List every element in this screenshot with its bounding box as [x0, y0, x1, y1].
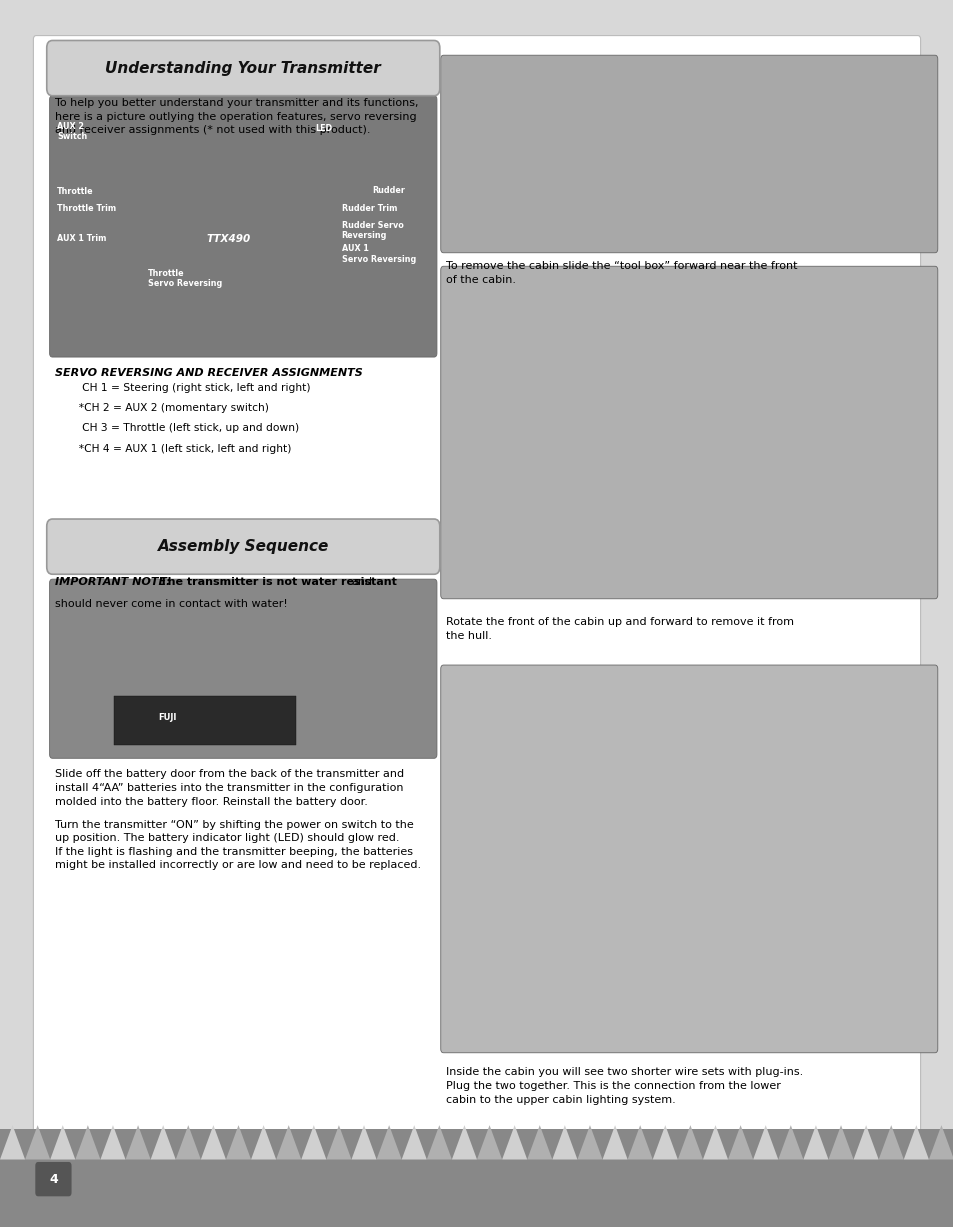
Text: Turn the transmitter “ON” by shifting the power on switch to the
up position. Th: Turn the transmitter “ON” by shifting th… — [55, 820, 421, 870]
Text: CH 1 = Steering (right stick, left and right): CH 1 = Steering (right stick, left and r… — [71, 383, 310, 393]
Polygon shape — [627, 1125, 652, 1160]
Text: Inside the cabin you will see two shorter wire sets with plug-ins.
Plug the two : Inside the cabin you will see two shorte… — [445, 1067, 801, 1104]
FancyBboxPatch shape — [440, 665, 937, 1053]
Polygon shape — [476, 1125, 501, 1160]
Polygon shape — [902, 1125, 928, 1160]
Polygon shape — [802, 1125, 827, 1160]
Text: AUX 1
Servo Reversing: AUX 1 Servo Reversing — [341, 244, 416, 264]
Polygon shape — [577, 1125, 602, 1160]
Text: AUX 2
Switch: AUX 2 Switch — [57, 121, 88, 141]
Text: Rudder Servo
Reversing: Rudder Servo Reversing — [341, 221, 403, 240]
Polygon shape — [426, 1125, 452, 1160]
FancyBboxPatch shape — [33, 36, 920, 1172]
Text: CH 3 = Throttle (left stick, up and down): CH 3 = Throttle (left stick, up and down… — [71, 423, 298, 433]
Polygon shape — [878, 1125, 902, 1160]
FancyBboxPatch shape — [440, 266, 937, 599]
Polygon shape — [126, 1125, 151, 1160]
Text: Rotate the front of the cabin up and forward to remove it from
the hull.: Rotate the front of the cabin up and for… — [445, 617, 793, 640]
Polygon shape — [226, 1125, 251, 1160]
Polygon shape — [25, 1125, 51, 1160]
Polygon shape — [678, 1125, 702, 1160]
FancyBboxPatch shape — [50, 96, 436, 357]
Text: Rudder: Rudder — [372, 185, 404, 195]
Text: Rudder Trim: Rudder Trim — [341, 204, 396, 213]
Text: Assembly Sequence: Assembly Sequence — [157, 539, 329, 555]
Text: *CH 2 = AUX 2 (momentary switch): *CH 2 = AUX 2 (momentary switch) — [71, 404, 268, 413]
Text: Slide off the battery door from the back of the transmitter and
install 4“AA” ba: Slide off the battery door from the back… — [55, 769, 404, 806]
Polygon shape — [351, 1125, 376, 1160]
Polygon shape — [853, 1125, 878, 1160]
Polygon shape — [326, 1125, 351, 1160]
Bar — [0, 1129, 953, 1227]
FancyBboxPatch shape — [440, 55, 937, 253]
Text: *CH 4 = AUX 1 (left stick, left and right): *CH 4 = AUX 1 (left stick, left and righ… — [71, 444, 291, 454]
Polygon shape — [301, 1125, 326, 1160]
Text: TTX490: TTX490 — [207, 234, 251, 244]
Polygon shape — [175, 1125, 201, 1160]
FancyBboxPatch shape — [47, 519, 439, 574]
Polygon shape — [552, 1125, 577, 1160]
Polygon shape — [75, 1125, 100, 1160]
Polygon shape — [51, 1125, 75, 1160]
Text: Throttle Trim: Throttle Trim — [57, 204, 116, 213]
Text: and: and — [351, 577, 372, 587]
Text: LED: LED — [314, 124, 332, 134]
Polygon shape — [100, 1125, 126, 1160]
Polygon shape — [151, 1125, 175, 1160]
Polygon shape — [827, 1125, 853, 1160]
Polygon shape — [752, 1125, 778, 1160]
Polygon shape — [501, 1125, 527, 1160]
Text: should never come in contact with water!: should never come in contact with water! — [55, 599, 288, 609]
FancyBboxPatch shape — [50, 579, 436, 758]
Bar — [114, 696, 295, 745]
Text: 4: 4 — [49, 1173, 58, 1185]
Polygon shape — [452, 1125, 476, 1160]
Text: IMPORTANT NOTE:: IMPORTANT NOTE: — [55, 577, 171, 587]
Polygon shape — [251, 1125, 275, 1160]
Polygon shape — [652, 1125, 678, 1160]
Text: The transmitter is not water resistant: The transmitter is not water resistant — [155, 577, 395, 587]
Polygon shape — [275, 1125, 301, 1160]
Text: Throttle
Servo Reversing: Throttle Servo Reversing — [148, 269, 222, 288]
Text: AUX 1 Trim: AUX 1 Trim — [57, 233, 107, 243]
Text: SERVO REVERSING AND RECEIVER ASSIGNMENTS: SERVO REVERSING AND RECEIVER ASSIGNMENTS — [55, 368, 363, 378]
FancyBboxPatch shape — [35, 1162, 71, 1196]
Text: To remove the cabin slide the “tool box” forward near the front
of the cabin.: To remove the cabin slide the “tool box”… — [445, 261, 796, 285]
Polygon shape — [778, 1125, 802, 1160]
Text: FUJI: FUJI — [157, 713, 176, 723]
Text: Throttle: Throttle — [57, 187, 93, 196]
Polygon shape — [602, 1125, 627, 1160]
Polygon shape — [376, 1125, 401, 1160]
Polygon shape — [0, 1125, 25, 1160]
Polygon shape — [702, 1125, 727, 1160]
FancyBboxPatch shape — [47, 40, 439, 96]
Polygon shape — [201, 1125, 226, 1160]
Polygon shape — [727, 1125, 752, 1160]
Text: To help you better understand your transmitter and its functions,
here is a pict: To help you better understand your trans… — [55, 98, 418, 135]
Polygon shape — [527, 1125, 552, 1160]
Polygon shape — [928, 1125, 953, 1160]
Text: Understanding Your Transmitter: Understanding Your Transmitter — [105, 60, 381, 76]
Polygon shape — [401, 1125, 426, 1160]
